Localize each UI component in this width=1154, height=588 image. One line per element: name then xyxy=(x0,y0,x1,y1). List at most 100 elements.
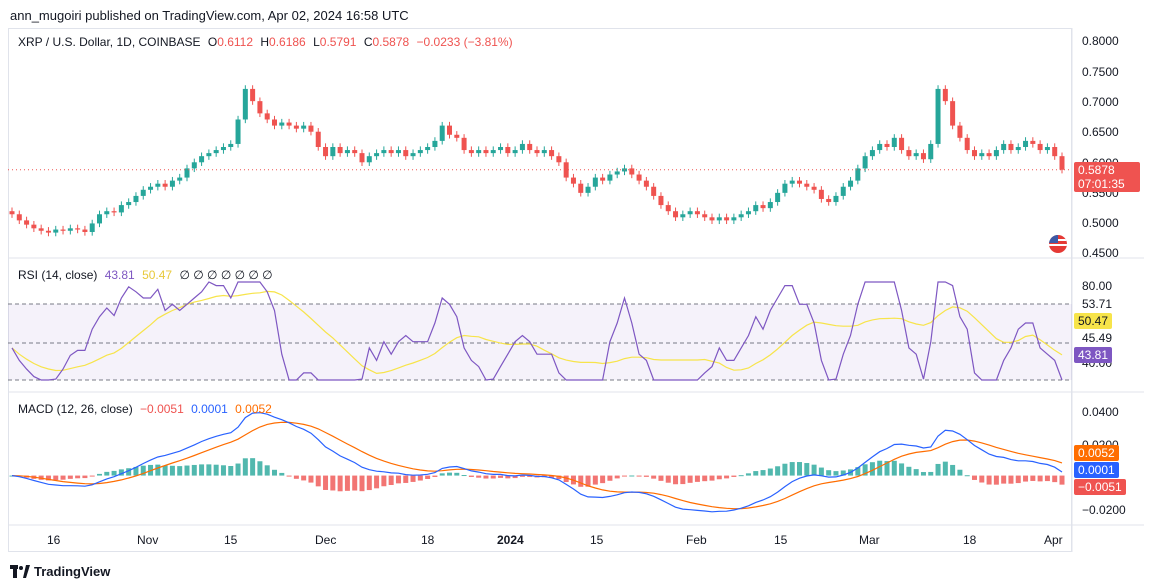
macd-histogram-bar xyxy=(490,475,496,479)
current-price-tag: 0.5878 07:01:35 xyxy=(1074,162,1140,192)
tradingview-footer[interactable]: TradingView xyxy=(10,564,110,579)
low-label: L xyxy=(313,35,320,49)
rsi-tick: 53.71 xyxy=(1082,297,1113,311)
candle-body xyxy=(673,211,679,218)
macd-histogram-bar xyxy=(206,464,212,476)
candle-body xyxy=(476,150,482,154)
time-tick: Feb xyxy=(686,533,707,547)
macd-histogram-bar xyxy=(709,475,715,481)
macd-histogram-bar xyxy=(126,468,132,476)
macd-histogram-bar xyxy=(337,475,343,492)
candle-body xyxy=(315,131,321,147)
macd-histogram-bar xyxy=(53,475,59,481)
macd-histogram-bar xyxy=(855,467,861,476)
candle-body xyxy=(775,192,781,203)
candle-body xyxy=(964,137,970,151)
macd-histogram-bar xyxy=(920,472,926,476)
macd-histogram-bar xyxy=(979,475,985,483)
macd-histogram-bar xyxy=(199,464,205,476)
macd-histogram-bar xyxy=(527,475,533,477)
macd-histogram-bar xyxy=(928,471,934,476)
candle-body xyxy=(570,177,576,184)
macd-histogram-bar xyxy=(519,475,525,477)
macd-histogram-bar xyxy=(169,465,175,476)
rsi-legend: RSI (14, close) 43.81 50.47 ∅ ∅ ∅ ∅ ∅ ∅ … xyxy=(18,268,277,282)
candle-body xyxy=(643,180,649,187)
macd-histogram-bar xyxy=(673,475,679,485)
symbol-label[interactable]: XRP / U.S. Dollar, 1D, COINBASE xyxy=(18,35,201,49)
candle-body xyxy=(206,153,212,157)
candle-body xyxy=(592,177,598,187)
candle-body xyxy=(519,143,525,151)
macd-histogram-bar xyxy=(1015,475,1021,484)
macd-histogram-bar xyxy=(264,465,270,476)
macd-histogram-bar xyxy=(293,475,299,479)
macd-histogram-bar xyxy=(614,475,620,479)
candle-body xyxy=(75,228,81,230)
macd-histogram-bar xyxy=(804,463,810,476)
candle-body xyxy=(811,186,817,190)
candle-body xyxy=(935,88,941,144)
rsi-ma-tag: 50.47 xyxy=(1074,313,1113,329)
macd-label[interactable]: MACD (12, 26, close) xyxy=(18,402,133,416)
macd-histogram-bar xyxy=(97,473,102,476)
macd-histogram-bar xyxy=(67,475,73,479)
macd-histogram-bar xyxy=(505,475,511,479)
rsi-label[interactable]: RSI (14, close) xyxy=(18,268,98,282)
candle-body xyxy=(534,150,540,154)
candle-body xyxy=(855,168,861,181)
macd-histogram-bar xyxy=(461,475,467,477)
candle-body xyxy=(104,211,110,215)
time-tick: 16 xyxy=(47,533,61,547)
macd-histogram-bar xyxy=(957,469,963,476)
macd-histogram-bar xyxy=(89,475,95,477)
candle-body xyxy=(264,113,270,120)
candle-body xyxy=(702,214,708,218)
candle-body xyxy=(490,150,496,154)
macd-histogram-bar xyxy=(592,475,598,485)
candle-body xyxy=(877,143,883,151)
macd-histogram-bar xyxy=(862,464,868,476)
candle-body xyxy=(417,150,423,154)
candle-body xyxy=(140,189,146,196)
macd-histogram-bar xyxy=(140,465,146,476)
macd-histogram-bar xyxy=(118,469,124,476)
candle-body xyxy=(993,150,999,157)
macd-histogram-bar xyxy=(432,475,438,477)
candle-body xyxy=(337,147,343,154)
macd-histogram-bar xyxy=(388,475,394,485)
macd-histogram-bar xyxy=(374,475,380,489)
candle-body xyxy=(687,211,693,215)
macd-histogram-bar xyxy=(891,460,897,476)
candle-body xyxy=(301,125,307,129)
candle-body xyxy=(148,186,154,190)
candle-body xyxy=(578,183,584,193)
macd-histogram-bar xyxy=(323,475,329,490)
candle-body xyxy=(228,143,234,147)
candle-body xyxy=(24,220,30,225)
macd-histogram-bar xyxy=(257,461,263,476)
macd-line xyxy=(11,412,1063,513)
candle-body xyxy=(97,214,102,224)
macd-histogram-bar xyxy=(899,463,905,476)
macd-histogram-bar xyxy=(972,475,977,480)
candle-body xyxy=(352,150,358,154)
macd-histogram-bar xyxy=(330,475,336,491)
candle-body xyxy=(199,156,205,163)
macd-histogram-bar xyxy=(417,475,423,481)
macd-histogram-bar xyxy=(133,466,139,476)
macd-tick: −0.0200 xyxy=(1082,503,1126,517)
macd-signal-line xyxy=(11,421,1063,510)
bar-countdown: 07:01:35 xyxy=(1078,177,1125,191)
us-flag-icon[interactable] xyxy=(1049,235,1067,253)
candle-body xyxy=(600,177,606,181)
rsi-tick: 80.00 xyxy=(1082,279,1113,293)
macd-histogram-bar xyxy=(1030,475,1036,481)
macd-hist-tag: −0.0051 xyxy=(1074,479,1126,495)
macd-histogram-bar xyxy=(964,475,970,477)
candle-body xyxy=(979,153,985,157)
macd-histogram-bar xyxy=(162,465,168,476)
macd-histogram-bar xyxy=(935,463,941,476)
macd-histogram-bar xyxy=(702,475,708,482)
